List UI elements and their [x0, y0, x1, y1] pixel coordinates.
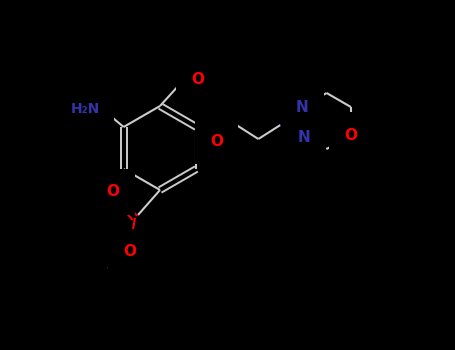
- Text: O: O: [192, 71, 204, 86]
- Text: N: N: [298, 130, 311, 145]
- Text: O: O: [106, 184, 120, 200]
- Text: N: N: [296, 99, 309, 114]
- Text: O: O: [210, 133, 223, 148]
- Text: H₂N: H₂N: [71, 102, 100, 116]
- Text: O: O: [344, 127, 357, 142]
- Text: O: O: [123, 245, 136, 259]
